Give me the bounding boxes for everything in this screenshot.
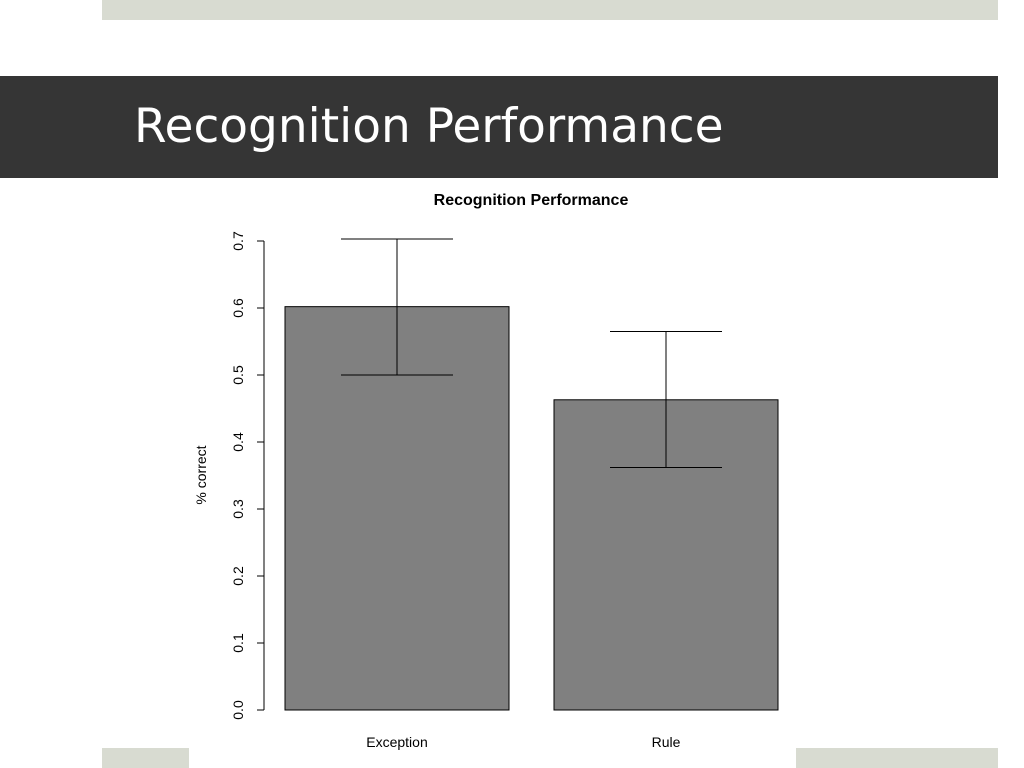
y-axis-label: % correct bbox=[193, 445, 209, 504]
top-accent-strip bbox=[102, 0, 998, 20]
y-tick-label: 0.0 bbox=[230, 700, 246, 720]
chart-title: Recognition Performance bbox=[434, 192, 629, 209]
y-tick-label: 0.7 bbox=[230, 231, 246, 251]
y-tick-label: 0.6 bbox=[230, 298, 246, 318]
slide-title: Recognition Performance bbox=[134, 99, 724, 154]
bottom-accent-block-right bbox=[796, 748, 998, 768]
y-tick-label: 0.2 bbox=[230, 566, 246, 586]
y-tick-label: 0.1 bbox=[230, 633, 246, 653]
y-tick-label: 0.5 bbox=[230, 365, 246, 385]
title-band bbox=[0, 76, 998, 178]
y-tick-label: 0.3 bbox=[230, 499, 246, 519]
x-tick-label: Exception bbox=[366, 734, 427, 750]
y-tick-label: 0.4 bbox=[230, 432, 246, 452]
bottom-accent-block-left bbox=[102, 748, 189, 768]
x-tick-label: Rule bbox=[652, 734, 681, 750]
